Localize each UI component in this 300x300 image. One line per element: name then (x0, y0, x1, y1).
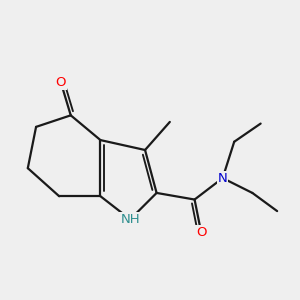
Text: NH: NH (120, 213, 140, 226)
Text: O: O (196, 226, 206, 239)
Text: O: O (56, 76, 66, 89)
Text: N: N (218, 172, 227, 184)
